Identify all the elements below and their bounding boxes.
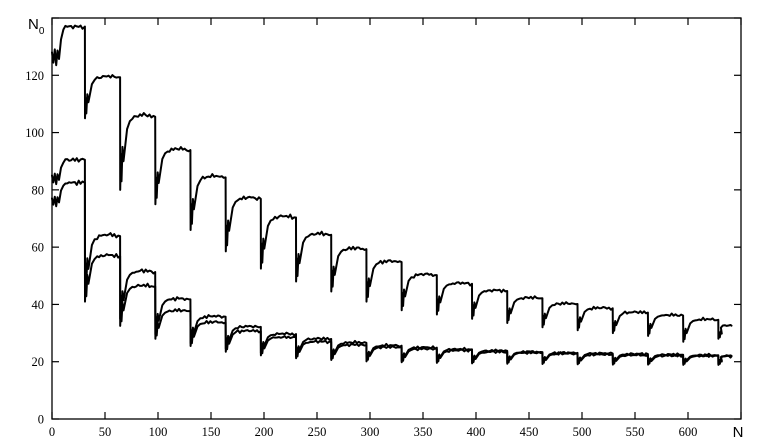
x-tick-label: 300	[361, 425, 380, 439]
x-tick-label: 50	[99, 425, 112, 439]
y-tick-label: 80	[32, 183, 45, 197]
x-tick-label: 0	[49, 425, 55, 439]
curves	[51, 24, 733, 366]
plot-frame	[51, 17, 742, 420]
x-tick-label: 100	[149, 425, 168, 439]
x-tick-label: 450	[520, 425, 539, 439]
y-tick-label: 40	[32, 298, 45, 312]
y-axis-label: N0	[28, 16, 45, 37]
tick-marks	[51, 17, 742, 420]
x-tick-label: 200	[255, 425, 274, 439]
x-tick-label: 400	[467, 425, 486, 439]
x-tick-labels: 0 50 100 150 200 250 300 350 400 450 500 550 600	[49, 425, 698, 439]
x-tick-label: 550	[626, 425, 645, 439]
x-tick-label: 250	[308, 425, 327, 439]
x-tick-label: 600	[679, 425, 698, 439]
upper-curve	[51, 24, 733, 343]
y-tick-label: 120	[25, 69, 44, 83]
y-tick-label: 100	[25, 126, 44, 140]
y-tick-labels: 0 20 40 60 80 100 120	[25, 69, 44, 427]
x-tick-label: 350	[414, 425, 433, 439]
lower-curve	[51, 179, 733, 366]
middle-curve	[51, 157, 733, 365]
x-tick-label: 150	[202, 425, 221, 439]
y-tick-label: 60	[32, 241, 45, 255]
x-tick-label: 500	[573, 425, 592, 439]
y-tick-label: 20	[32, 355, 45, 369]
x-axis-label: N	[733, 424, 744, 441]
y-tick-label: 0	[38, 413, 44, 427]
